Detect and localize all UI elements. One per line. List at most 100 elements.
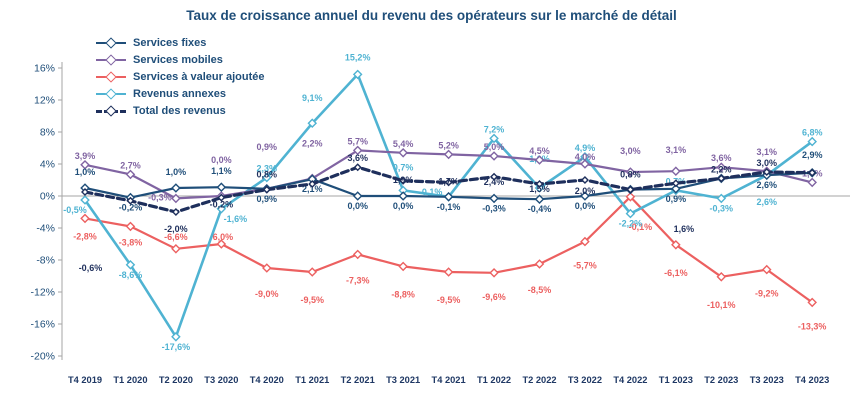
data-label: 1,0% <box>166 167 187 177</box>
data-label: 9,1% <box>302 93 323 103</box>
y-axis-tick-label: -4% <box>36 223 55 235</box>
x-axis-label: T4 2022 <box>613 375 647 385</box>
diamond-marker-icon <box>489 133 499 144</box>
data-label: 2,1% <box>302 184 323 194</box>
diamond-marker-icon <box>217 193 226 202</box>
data-label: 0,8% <box>620 170 641 180</box>
diamond-marker-icon <box>353 163 362 172</box>
diamond-marker-icon <box>352 145 363 156</box>
x-axis-label: T2 2023 <box>704 375 738 385</box>
data-label: 2,4% <box>484 177 505 187</box>
diamond-marker-icon <box>489 193 499 204</box>
y-axis-tick-label: 4% <box>40 159 55 171</box>
diamond-marker-icon <box>171 244 181 254</box>
legend-swatch-total <box>96 104 126 117</box>
diamond-marker-icon <box>81 188 89 196</box>
data-label: 2,7% <box>120 160 141 170</box>
data-label: 4,0% <box>575 152 596 162</box>
diamond-marker-icon <box>125 260 136 270</box>
diamond-marker-icon <box>307 118 318 128</box>
data-label: 0,9% <box>666 194 687 204</box>
data-label: -6,6% <box>164 232 188 242</box>
diamond-marker-icon <box>216 204 227 214</box>
data-label: 2,9% <box>802 150 823 160</box>
legend-item-total-des-revenus: Total des revenus <box>96 102 264 119</box>
diamond-marker-icon <box>625 167 636 177</box>
diamond-marker-icon <box>807 297 817 308</box>
diamond-marker-icon <box>399 176 408 185</box>
diamond-marker-icon <box>171 332 181 342</box>
legend-item-services-mobiles: Services mobiles <box>96 51 264 68</box>
data-label: -6,1% <box>664 268 688 278</box>
diamond-marker-icon <box>534 183 545 193</box>
data-label: 2,2% <box>302 138 323 148</box>
data-label: -0,1% <box>437 202 461 212</box>
data-label: -0,2% <box>119 203 143 213</box>
x-axis-label: T1 2021 <box>295 375 329 385</box>
diamond-marker-icon <box>671 240 681 250</box>
data-label: 15,2% <box>345 52 371 62</box>
diamond-marker-icon <box>716 193 727 204</box>
data-label: 0,7% <box>393 162 414 172</box>
legend-label: Total des revenus <box>133 104 226 117</box>
data-label: 5,4% <box>393 139 414 149</box>
data-label: 4,5% <box>529 146 550 156</box>
data-label: -0,5% <box>63 205 87 215</box>
diamond-marker-icon <box>580 176 589 184</box>
data-label: 3,6% <box>711 153 732 163</box>
diamond-marker-icon <box>262 263 272 273</box>
x-axis-label: T2 2022 <box>522 375 556 385</box>
diamond-marker-icon <box>671 179 680 188</box>
diamond-marker-icon <box>443 149 454 160</box>
y-axis-tick-label: -16% <box>30 319 55 331</box>
x-axis-label: T3 2022 <box>568 375 602 385</box>
data-label: -9,5% <box>437 295 461 305</box>
data-label: 1,5% <box>529 184 550 194</box>
legend-label: Services à valeur ajoutée <box>133 70 265 83</box>
data-label: 0,0% <box>211 155 232 165</box>
x-axis-label: T4 2020 <box>250 375 284 385</box>
data-label: 1,6% <box>674 224 695 234</box>
y-axis-tick-label: 8% <box>40 127 55 139</box>
data-label: 6,8% <box>802 128 823 138</box>
legend-label: Services mobiles <box>133 53 223 66</box>
diamond-marker-icon <box>580 191 590 201</box>
diamond-marker-icon <box>105 36 117 49</box>
y-axis-tick-label: 12% <box>34 95 55 107</box>
data-label: -17,6% <box>162 342 191 352</box>
diamond-marker-icon <box>352 249 363 260</box>
data-label: 0,9% <box>257 142 278 152</box>
data-label: -0,3% <box>710 203 734 213</box>
data-label: 3,6% <box>347 153 368 163</box>
diamond-marker-icon <box>762 168 771 176</box>
x-axis-label: T1 2022 <box>477 375 511 385</box>
data-label: -0,3% <box>482 203 506 213</box>
diamond-marker-icon <box>216 239 227 249</box>
data-label: -0,4% <box>528 204 552 214</box>
data-label: -3,8% <box>119 237 143 247</box>
data-label: -0,1% <box>629 222 653 232</box>
y-axis-tick-label: -20% <box>30 351 55 363</box>
diamond-marker-icon <box>716 162 727 172</box>
data-label: 2,2% <box>711 164 732 174</box>
diamond-marker-icon <box>398 191 408 201</box>
legend-label: Services fixes <box>133 36 207 49</box>
data-label: 0,0% <box>393 201 414 211</box>
data-label: -9,6% <box>482 292 506 302</box>
diamond-marker-icon <box>105 53 117 66</box>
data-label: -0,3% <box>148 192 172 202</box>
x-axis-label: T4 2023 <box>795 375 829 385</box>
diamond-marker-icon <box>352 69 363 80</box>
diamond-marker-icon <box>489 268 499 278</box>
diamond-marker-icon <box>580 159 590 169</box>
data-label: -9,2% <box>755 289 779 299</box>
diamond-marker-icon <box>126 196 135 205</box>
data-label: -1,6% <box>224 214 248 224</box>
diamond-marker-icon <box>262 185 271 194</box>
diamond-marker-icon <box>125 169 136 180</box>
data-label: -13,3% <box>798 321 827 331</box>
legend-item-revenus-annexes: Revenus annexes <box>96 85 264 102</box>
diamond-marker-icon <box>443 267 454 277</box>
data-label: -0,1% <box>419 187 443 197</box>
